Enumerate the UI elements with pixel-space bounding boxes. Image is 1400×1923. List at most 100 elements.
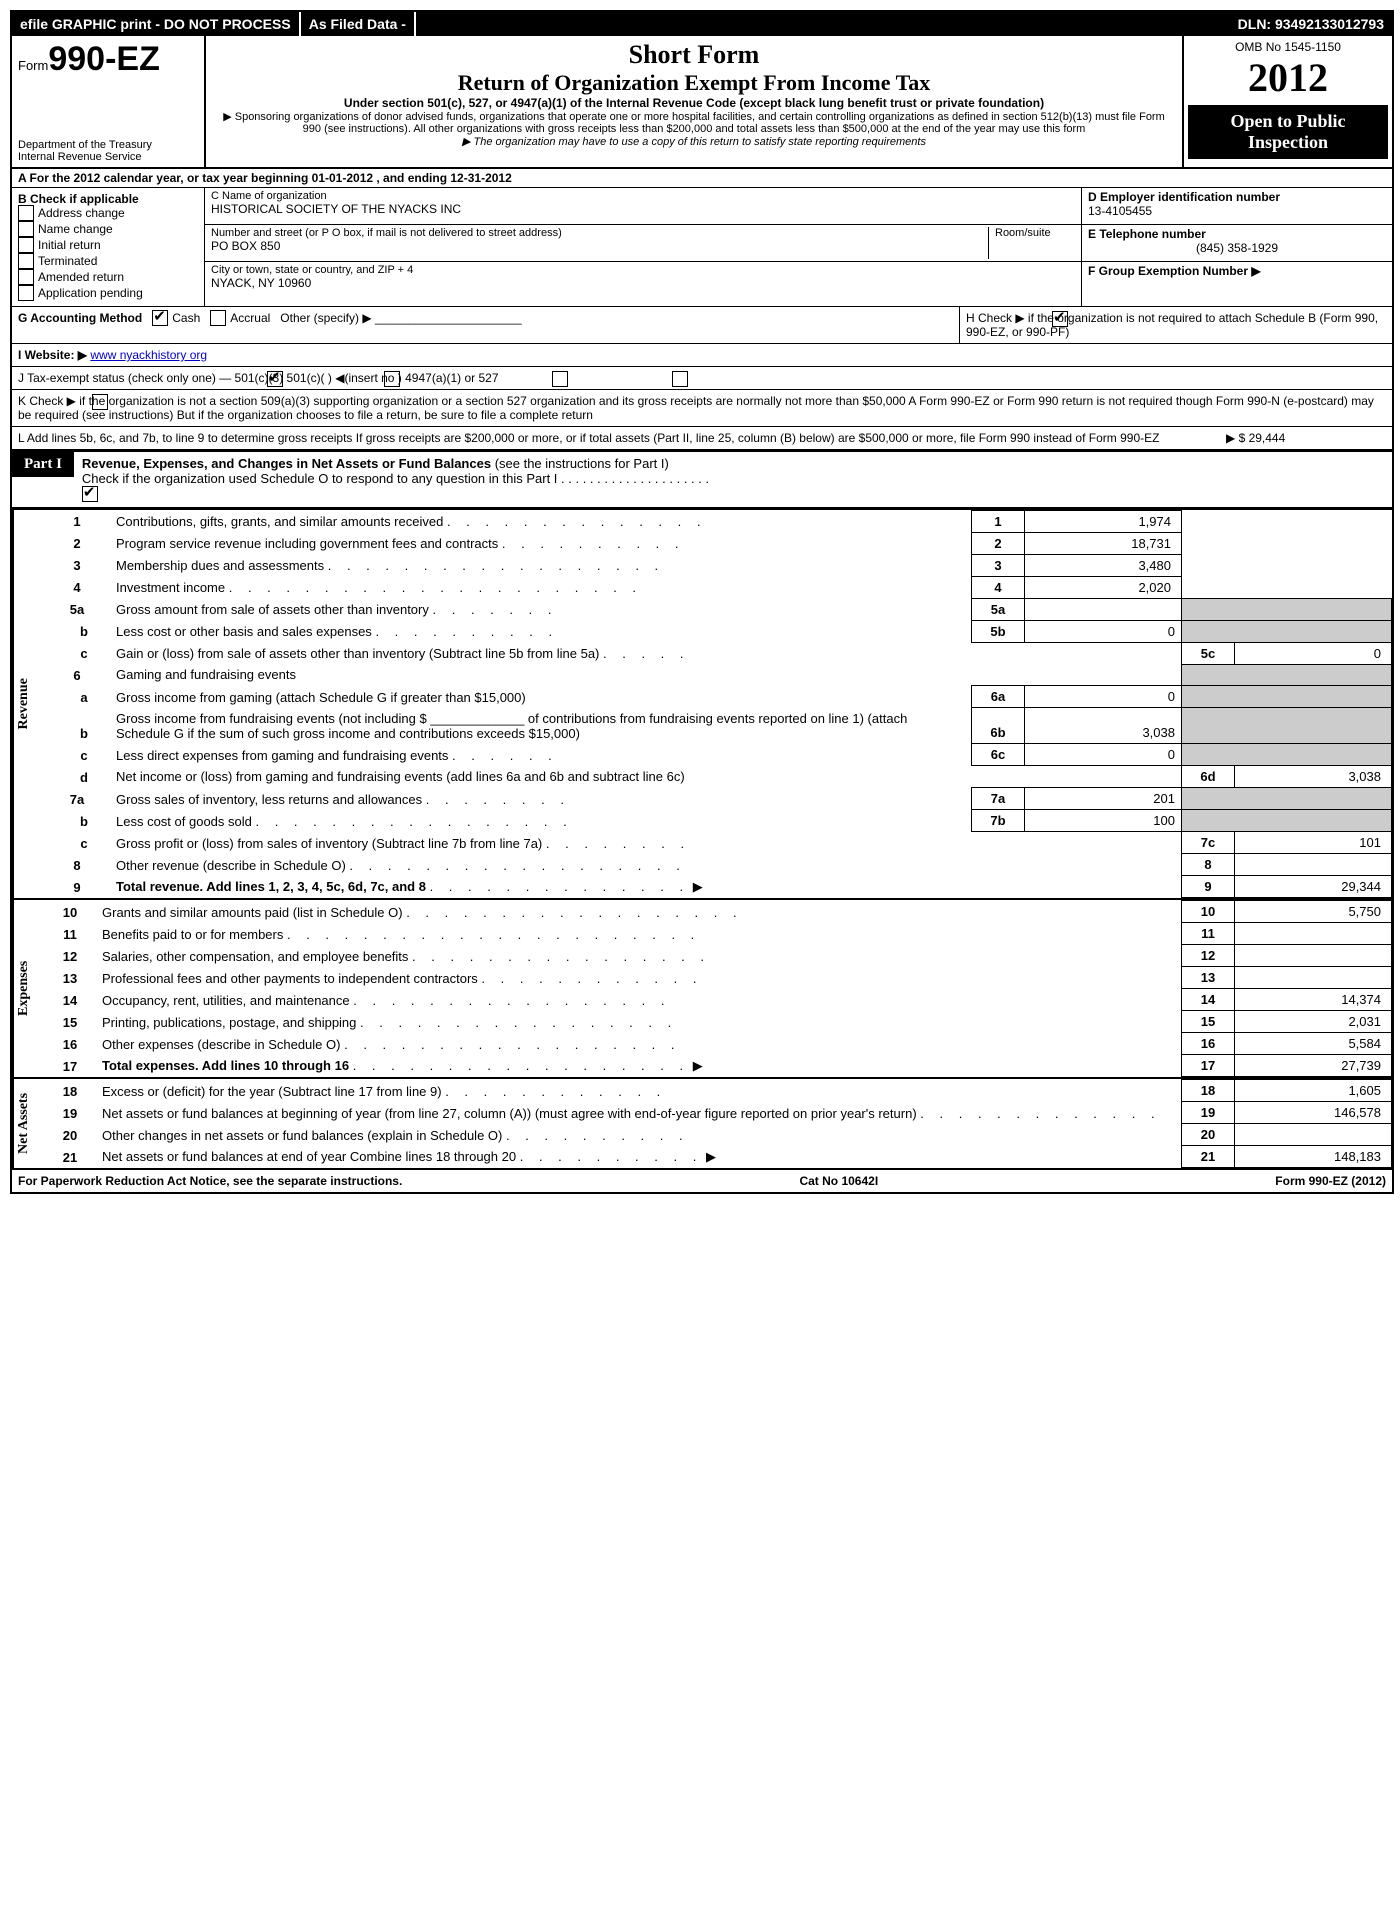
chk-4947[interactable] [552, 371, 568, 387]
d-4: Investment income [116, 580, 225, 595]
row-k-text: K Check ▶ if the organization is not a s… [18, 394, 1374, 422]
phone: (845) 358-1929 [1088, 241, 1386, 255]
website-label: I Website: ▶ [18, 348, 87, 362]
chk-name-change[interactable] [18, 221, 34, 237]
part1-check-line: Check if the organization used Schedule … [82, 471, 709, 486]
bl-5b: 5b [972, 620, 1025, 642]
chk-accrual[interactable] [210, 310, 226, 326]
v-9: 29,344 [1235, 876, 1392, 898]
row-i: I Website: ▶ www nyackhistory org [12, 344, 1392, 367]
ln-5a: 5a [44, 598, 110, 620]
form-note1: ▶ Sponsoring organizations of donor advi… [214, 110, 1174, 135]
phone-label: E Telephone number [1088, 227, 1206, 241]
lbl-other: Other (specify) ▶ [280, 311, 371, 325]
rl-10: 10 [1182, 901, 1235, 923]
bl-6c: 6c [972, 744, 1025, 766]
topbar-mid: As Filed Data - [301, 12, 416, 36]
v-1: 1,974 [1025, 510, 1182, 532]
chk-amended[interactable] [18, 269, 34, 285]
part1-label: Part I [12, 452, 74, 477]
lbl-initial-return: Initial return [38, 238, 101, 252]
row-l-val: ▶ $ 29,444 [1220, 427, 1392, 449]
rl-18: 18 [1182, 1080, 1235, 1102]
vlabel-revenue: Revenue [12, 510, 44, 899]
omb-no: OMB No 1545-1150 [1188, 40, 1388, 54]
bv-7b: 100 [1025, 810, 1182, 832]
header-left: Form990-EZ Department of the Treasury In… [12, 36, 206, 167]
lbl-address-change: Address change [38, 206, 125, 220]
chk-initial-return[interactable] [18, 237, 34, 253]
ln-5c: c [44, 642, 110, 664]
chk-cash[interactable] [152, 310, 168, 326]
part1-title-wrap: Revenue, Expenses, and Changes in Net As… [74, 452, 1392, 507]
header-right: OMB No 1545-1150 2012 Open to Public Ins… [1182, 36, 1392, 167]
ln-9: 9 [44, 876, 110, 898]
ln-2: 2 [44, 532, 110, 554]
website-link[interactable]: www nyackhistory org [90, 348, 207, 362]
row-l-text: L Add lines 5b, 6c, and 7b, to line 9 to… [12, 427, 1220, 449]
street-label: Number and street (or P O box, if mail i… [211, 227, 988, 239]
lbl-app-pending: Application pending [38, 286, 143, 300]
rl-5c: 5c [1182, 642, 1235, 664]
rl-17: 17 [1182, 1055, 1235, 1077]
v-12 [1235, 945, 1392, 967]
d-6b: Gross income from fundraising events (no… [116, 711, 907, 741]
rl-14: 14 [1182, 989, 1235, 1011]
d-2: Program service revenue including govern… [116, 536, 498, 551]
d-1: Contributions, gifts, grants, and simila… [116, 514, 443, 529]
chk-part1-scho[interactable] [82, 486, 98, 502]
rl-20: 20 [1182, 1124, 1235, 1146]
ln-15: 15 [44, 1011, 96, 1033]
row-gh: G Accounting Method Cash Accrual Other (… [12, 307, 1392, 344]
chk-terminated[interactable] [18, 253, 34, 269]
topbar-left: efile GRAPHIC print - DO NOT PROCESS [12, 12, 301, 36]
city-label: City or town, state or country, and ZIP … [211, 264, 1075, 276]
v-4: 2,020 [1025, 576, 1182, 598]
topbar: efile GRAPHIC print - DO NOT PROCESS As … [12, 12, 1392, 36]
col-c: C Name of organization HISTORICAL SOCIET… [205, 188, 1082, 306]
d-12: Salaries, other compensation, and employ… [102, 949, 408, 964]
rl-8: 8 [1182, 854, 1235, 876]
rl-6d: 6d [1182, 766, 1235, 788]
ln-7b: b [44, 810, 110, 832]
ln-5b: b [44, 620, 110, 642]
header: Form990-EZ Department of the Treasury In… [12, 36, 1392, 169]
header-mid: Short Form Return of Organization Exempt… [206, 36, 1182, 167]
d-3: Membership dues and assessments [116, 558, 324, 573]
part1-sub: (see the instructions for Part I) [495, 456, 669, 471]
chk-k[interactable] [92, 394, 108, 410]
lbl-accrual: Accrual [230, 311, 270, 325]
topbar-dln: DLN: 93492133012793 [1230, 12, 1392, 36]
rl-7c: 7c [1182, 832, 1235, 854]
chk-h[interactable] [1052, 311, 1068, 327]
city: NYACK, NY 10960 [211, 276, 1075, 290]
v-5c: 0 [1235, 642, 1392, 664]
revenue-table: 1Contributions, gifts, grants, and simil… [44, 510, 1392, 899]
chk-app-pending[interactable] [18, 285, 34, 301]
lbl-amended: Amended return [38, 270, 124, 284]
accounting-label: G Accounting Method [18, 311, 142, 325]
form-title: Return of Organization Exempt From Incom… [214, 70, 1174, 96]
chk-501c3[interactable] [267, 371, 283, 387]
form-prefix: Form [18, 58, 48, 73]
d-6a: Gross income from gaming (attach Schedul… [116, 690, 526, 705]
chk-address-change[interactable] [18, 205, 34, 221]
d-10: Grants and similar amounts paid (list in… [102, 905, 403, 920]
ln-10: 10 [44, 901, 96, 923]
d-13: Professional fees and other payments to … [102, 971, 478, 986]
col-b-title: B Check if applicable [18, 192, 139, 206]
d-11: Benefits paid to or for members [102, 927, 283, 942]
chk-527[interactable] [672, 371, 688, 387]
netassets-table: 18Excess or (deficit) for the year (Subt… [44, 1079, 1392, 1168]
ln-6b: b [44, 708, 110, 744]
v-2: 18,731 [1025, 532, 1182, 554]
vlabel-expenses: Expenses [12, 900, 44, 1077]
d-6d: Net income or (loss) from gaming and fun… [116, 769, 685, 784]
lbl-name-change: Name change [38, 222, 113, 236]
d-6c: Less direct expenses from gaming and fun… [116, 748, 448, 763]
d-20: Other changes in net assets or fund bala… [102, 1128, 502, 1143]
bv-6c: 0 [1025, 744, 1182, 766]
d-6: Gaming and fundraising events [110, 664, 1182, 686]
ln-13: 13 [44, 967, 96, 989]
chk-501c[interactable] [384, 371, 400, 387]
